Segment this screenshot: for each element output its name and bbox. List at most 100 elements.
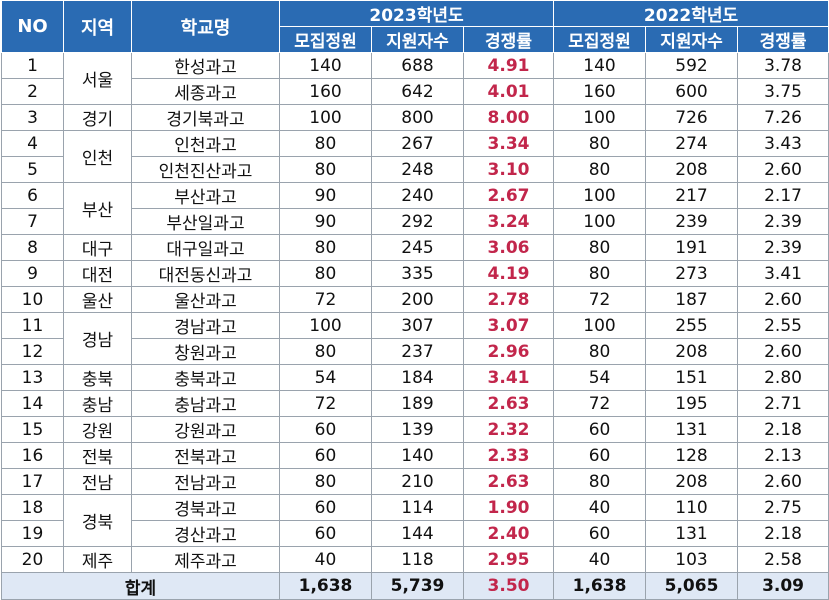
cell-school: 경기북과고 <box>131 104 280 131</box>
cell-quota-2023: 100 <box>279 312 372 339</box>
cell-applicants-2023: 114 <box>371 494 464 521</box>
table-row: 16 전북 전북과고 60 140 2.33 60 128 2.13 <box>1 442 829 469</box>
cell-applicants-2022: 726 <box>645 104 739 131</box>
table-row: 4 인천 인천과고 80 267 3.34 80 274 3.43 <box>1 130 829 183</box>
cell-quota-2022: 80 <box>553 468 647 495</box>
table-row: 13 충북 충북과고 54 184 3.41 54 151 2.80 <box>1 364 829 391</box>
cell-no: 4 <box>1 130 64 157</box>
header-school: 학교명 <box>131 0 280 53</box>
cell-quota-2023: 90 <box>279 182 372 209</box>
cell-quota-2022: 100 <box>553 312 647 339</box>
cell-ratio-2023: 3.06 <box>462 234 555 261</box>
cell-applicants-2023: 240 <box>371 182 464 209</box>
cell-no: 1 <box>1 52 64 79</box>
cell-no: 5 <box>1 156 64 183</box>
table-row: 3 경기 경기북과고 100 800 8.00 100 726 7.26 <box>1 104 829 131</box>
cell-ratio-2022: 3.75 <box>737 78 829 105</box>
cell-ratio-2023: 8.00 <box>462 104 555 131</box>
cell-quota-2022: 54 <box>553 364 647 391</box>
cell-ratio-2023: 4.01 <box>462 78 555 105</box>
cell-applicants-2022: 110 <box>645 494 739 521</box>
cell-applicants-2022: 131 <box>645 520 739 547</box>
total-quota-2023: 1,638 <box>279 572 372 600</box>
cell-quota-2022: 80 <box>553 338 647 365</box>
cell-quota-2023: 100 <box>279 104 372 131</box>
cell-region: 전남 <box>63 468 132 495</box>
total-applicants-2023: 5,739 <box>371 572 464 600</box>
header-year-2023: 2023학년도 <box>278 0 555 27</box>
cell-no: 3 <box>1 104 64 131</box>
cell-no: 16 <box>1 442 64 469</box>
cell-quota-2023: 80 <box>279 260 372 287</box>
cell-region: 충북 <box>63 364 132 391</box>
cell-applicants-2023: 189 <box>371 390 464 417</box>
cell-quota-2023: 80 <box>279 156 372 183</box>
cell-ratio-2023: 2.63 <box>462 468 555 495</box>
cell-ratio-2022: 2.60 <box>737 286 829 313</box>
cell-school: 인천과고 <box>131 130 280 157</box>
cell-school: 충북과고 <box>131 364 280 391</box>
total-ratio-2022: 3.09 <box>737 572 829 600</box>
cell-applicants-2022: 191 <box>645 234 739 261</box>
cell-quota-2023: 80 <box>279 234 372 261</box>
cell-no: 8 <box>1 234 64 261</box>
cell-ratio-2023: 4.19 <box>462 260 555 287</box>
cell-applicants-2022: 255 <box>645 312 739 339</box>
table-row: 14 충남 충남과고 72 189 2.63 72 195 2.71 <box>1 390 829 417</box>
cell-ratio-2022: 2.75 <box>737 494 829 521</box>
cell-ratio-2023: 2.40 <box>462 520 555 547</box>
cell-ratio-2022: 2.39 <box>737 208 829 235</box>
cell-no: 11 <box>1 312 64 339</box>
cell-ratio-2022: 2.58 <box>737 546 829 573</box>
table-row: 11 경남 경남과고 100 307 3.07 100 255 2.55 <box>1 312 829 365</box>
cell-applicants-2022: 274 <box>645 130 739 157</box>
cell-no: 20 <box>1 546 64 573</box>
cell-ratio-2022: 2.80 <box>737 364 829 391</box>
cell-region: 경기 <box>63 104 132 131</box>
cell-applicants-2023: 139 <box>371 416 464 443</box>
cell-applicants-2023: 245 <box>371 234 464 261</box>
cell-region: 서울 <box>63 52 132 105</box>
cell-applicants-2023: 210 <box>371 468 464 495</box>
total-label: 합계 <box>1 572 280 600</box>
cell-applicants-2022: 208 <box>645 338 739 365</box>
cell-quota-2023: 54 <box>279 364 372 391</box>
table-row: 9 대전 대전동신과고 80 335 4.19 80 273 3.41 <box>1 260 829 287</box>
cell-quota-2023: 80 <box>279 130 372 157</box>
total-quota-2022: 1,638 <box>553 572 647 600</box>
header-ratio-2022: 경쟁률 <box>737 26 829 53</box>
cell-no: 7 <box>1 208 64 235</box>
cell-quota-2023: 60 <box>279 416 372 443</box>
cell-applicants-2022: 217 <box>645 182 739 209</box>
cell-applicants-2022: 128 <box>645 442 739 469</box>
cell-quota-2023: 60 <box>279 494 372 521</box>
header-applicants-2022: 지원자수 <box>645 26 739 53</box>
cell-region: 인천 <box>63 130 132 183</box>
cell-quota-2023: 140 <box>279 52 372 79</box>
cell-no: 18 <box>1 494 64 521</box>
cell-applicants-2022: 208 <box>645 468 739 495</box>
cell-quota-2022: 60 <box>553 416 647 443</box>
cell-applicants-2022: 600 <box>645 78 739 105</box>
cell-region: 강원 <box>63 416 132 443</box>
cell-region: 제주 <box>63 546 132 573</box>
cell-region: 전북 <box>63 442 132 469</box>
cell-applicants-2022: 239 <box>645 208 739 235</box>
cell-ratio-2023: 2.78 <box>462 286 555 313</box>
cell-no: 9 <box>1 260 64 287</box>
cell-ratio-2022: 2.39 <box>737 234 829 261</box>
cell-quota-2022: 72 <box>553 390 647 417</box>
cell-quota-2022: 72 <box>553 286 647 313</box>
cell-ratio-2023: 2.95 <box>462 546 555 573</box>
table-row: 1 서울 한성과고 140 688 4.91 140 592 3.78 <box>1 52 829 105</box>
header-quota-2022: 모집정원 <box>553 26 647 53</box>
cell-ratio-2023: 3.07 <box>462 312 555 339</box>
cell-school: 세종과고 <box>131 78 280 105</box>
cell-no: 6 <box>1 182 64 209</box>
table-row: 18 경북 경북과고 60 114 1.90 40 110 2.75 <box>1 494 829 547</box>
cell-ratio-2023: 2.33 <box>462 442 555 469</box>
cell-quota-2023: 60 <box>279 442 372 469</box>
cell-quota-2023: 72 <box>279 286 372 313</box>
cell-quota-2022: 40 <box>553 494 647 521</box>
cell-school: 울산과고 <box>131 286 280 313</box>
